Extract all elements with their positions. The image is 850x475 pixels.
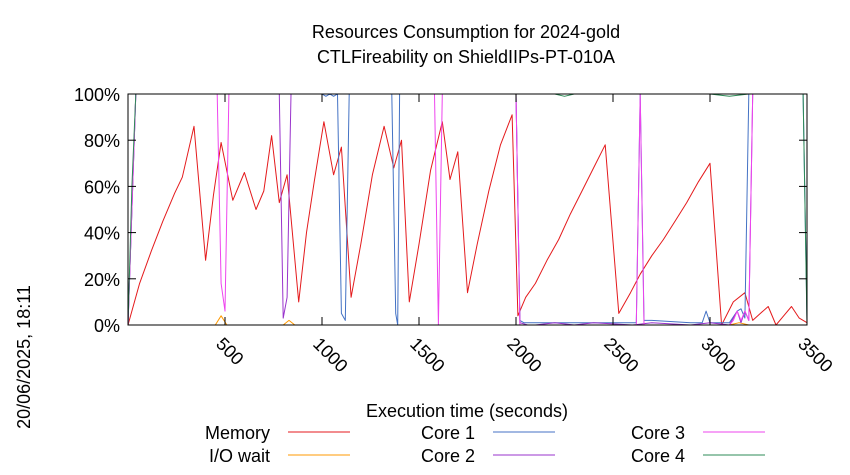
y-axis: 0% 20% 40% 60% 80% 100% (74, 85, 807, 336)
x-tick-label: 3500 (794, 334, 836, 376)
x-tick-label: 3000 (697, 334, 739, 376)
legend-label: Core 2 (421, 446, 475, 466)
y-tick-label: 80% (84, 131, 120, 151)
y-tick-label: 60% (84, 177, 120, 197)
x-tick-label: 1500 (406, 334, 448, 376)
x-tick-label: 500 (212, 334, 247, 369)
x-tick-label: 2000 (503, 334, 545, 376)
timestamp-label: 20/06/2025, 18:11 (14, 285, 34, 429)
y-tick-label: 20% (84, 270, 120, 290)
series-line-memory (127, 114, 808, 326)
y-tick-label: 40% (84, 224, 120, 244)
y-tick-label: 0% (94, 316, 120, 336)
legend-label: Core 4 (631, 446, 685, 466)
chart-title: Resources Consumption for 2024-gold (312, 22, 620, 42)
x-tick-label: 1000 (309, 334, 351, 376)
legend-label: Core 3 (631, 423, 685, 443)
chart-subtitle: CTLFireability on ShieldIIPs-PT-010A (317, 47, 615, 67)
x-tick-label: 2500 (600, 334, 642, 376)
plot-frame (127, 93, 808, 326)
series-line-core-3 (127, 93, 807, 326)
y-tick-label: 100% (74, 85, 120, 105)
x-axis-label: Execution time (seconds) (366, 401, 568, 421)
series-layer (127, 93, 808, 326)
legend-label: I/O wait (209, 446, 270, 466)
legend-label: Core 1 (421, 423, 475, 443)
series-line-core-1 (127, 93, 808, 326)
legend: Memory I/O wait Core 1 Core 2 Core 3 Core 4 (205, 423, 765, 466)
legend-label: Memory (205, 423, 270, 443)
